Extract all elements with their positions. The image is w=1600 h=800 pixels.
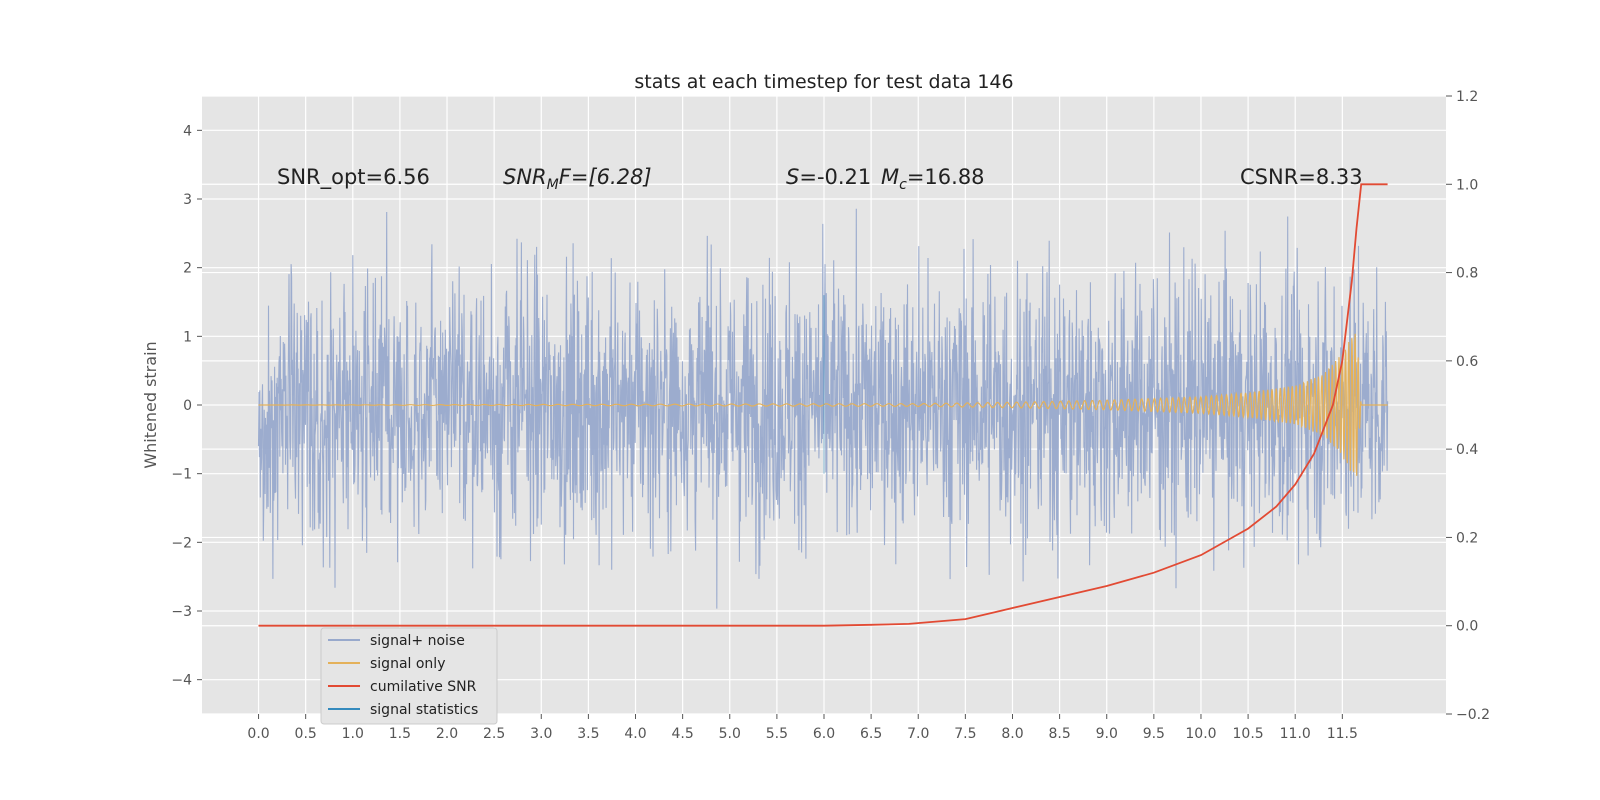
cumulative-snr-line — [258, 183, 1388, 627]
x-tick-label: 1.0 — [342, 726, 364, 742]
y-tick-label-left: −1 — [171, 467, 192, 483]
annotation-csnr: CSNR=8.33 — [1240, 165, 1363, 189]
signal-noise-line — [257, 208, 1389, 609]
x-tick-label: 4.0 — [624, 726, 646, 742]
annotation-s-symbol: S — [786, 165, 799, 189]
x-tick-label: 6.5 — [860, 726, 882, 742]
x-tick-label: 4.5 — [672, 726, 694, 742]
annotation-s-value: =-0.21 — [799, 165, 871, 189]
x-tick-label: 9.5 — [1143, 726, 1165, 742]
signal-only-line — [258, 333, 1388, 476]
legend: signal+ noise signal only cumilative SNR… — [320, 627, 498, 725]
annotation-snr-mf: SNRMF=[6.28] — [503, 165, 652, 193]
x-tick-label: 0.0 — [247, 726, 269, 742]
y-tick-label-left: 0 — [183, 398, 192, 414]
x-tick-label: 10.0 — [1185, 726, 1216, 742]
annotation-mc-value: =16.88 — [907, 165, 985, 189]
signal-only-series — [258, 333, 1388, 476]
chart-title: stats at each timestep for test data 146 — [634, 71, 1013, 93]
x-tick-label: 2.5 — [483, 726, 505, 742]
y-tick-label-left: 4 — [183, 123, 192, 139]
x-tick-label: 8.5 — [1048, 726, 1070, 742]
y-tick-label-right: 0.2 — [1456, 530, 1478, 546]
x-tick-label: 11.5 — [1327, 726, 1358, 742]
left-axis-ticks: 4 3 2 1 0 −1 −2 −3 −4 — [171, 123, 202, 689]
annotation-mc-subscript: c — [899, 177, 907, 193]
x-tick-label: 10.5 — [1233, 726, 1264, 742]
x-tick-label: 9.0 — [1096, 726, 1118, 742]
right-axis-ticks: 1.2 1.0 0.8 0.6 0.4 0.2 0.0 −0.2 — [1446, 89, 1490, 723]
y-tick-label-left: −4 — [171, 673, 192, 689]
annotation-snr-mf-symbol: SNR — [503, 165, 547, 189]
x-tick-label: 3.5 — [577, 726, 599, 742]
signal-noise-series — [257, 208, 1389, 609]
y-tick-label-right: 1.2 — [1456, 89, 1478, 105]
cumulative-snr-series — [258, 183, 1388, 627]
annotation-snr-opt: SNR_opt=6.56 — [277, 165, 430, 190]
x-tick-label: 3.0 — [530, 726, 552, 742]
x-tick-label: 1.5 — [389, 726, 411, 742]
y-tick-label-right: 0.6 — [1456, 354, 1478, 370]
x-tick-label: 6.0 — [813, 726, 835, 742]
x-tick-label: 2.0 — [436, 726, 458, 742]
annotation-s: S=-0.21 — [786, 165, 871, 189]
y-tick-label-left: −2 — [171, 535, 192, 551]
x-tick-label: 5.0 — [719, 726, 741, 742]
y-tick-label-right: −0.2 — [1456, 707, 1490, 723]
x-tick-label: 0.5 — [295, 726, 317, 742]
y-axis-label: Whitened strain — [141, 341, 160, 468]
annotation-snr-mf-subscript: M — [547, 177, 559, 193]
annotation-mc: Mc=16.88 — [881, 165, 985, 193]
x-tick-label: 7.0 — [907, 726, 929, 742]
y-tick-label-left: 3 — [183, 192, 192, 208]
y-tick-label-left: 2 — [183, 261, 192, 277]
y-tick-label-left: −3 — [171, 604, 192, 620]
x-tick-label: 5.5 — [766, 726, 788, 742]
annotation-snr-mf-value: F=[6.28] — [559, 165, 652, 189]
legend-label-signal-noise: signal+ noise — [370, 633, 465, 649]
legend-box — [320, 627, 498, 725]
legend-label-signal-statistics: signal statistics — [370, 702, 478, 718]
x-axis-ticks: 0.0 0.5 1.0 1.5 2.0 2.5 3.0 3.5 4.0 4.5 5.0 5.5 6.0 6… — [247, 714, 1358, 742]
y-tick-label-right: 1.0 — [1456, 177, 1478, 193]
legend-label-cumulative-snr: cumilative SNR — [370, 679, 477, 695]
y-tick-label-right: 0.8 — [1456, 266, 1478, 282]
y-tick-label-left: 1 — [183, 329, 192, 345]
legend-label-signal-only: signal only — [370, 656, 445, 672]
x-tick-label: 8.0 — [1001, 726, 1023, 742]
y-tick-label-right: 0.0 — [1456, 619, 1478, 635]
y-tick-label-right: 0.4 — [1456, 442, 1478, 458]
annotation-mc-symbol: M — [881, 165, 899, 189]
x-tick-label: 11.0 — [1280, 726, 1311, 742]
x-tick-label: 7.5 — [954, 726, 976, 742]
